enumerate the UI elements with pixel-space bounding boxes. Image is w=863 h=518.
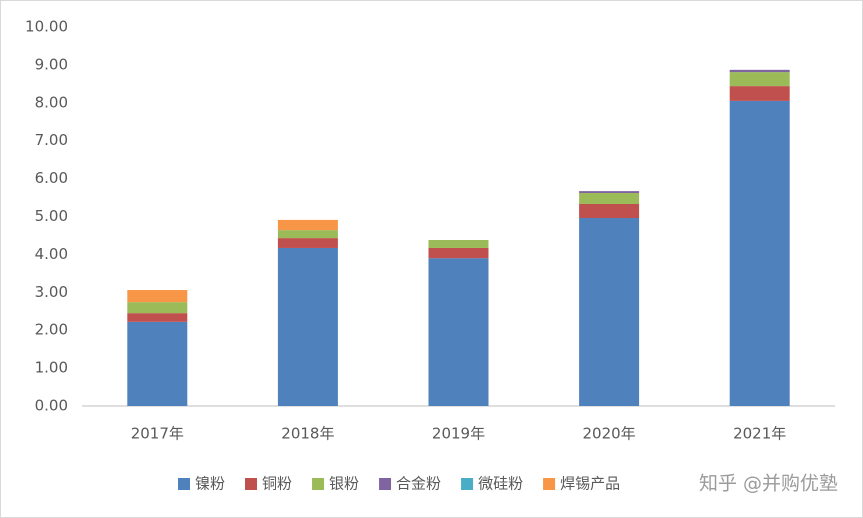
legend-label: 焊锡产品 bbox=[560, 475, 620, 493]
x-tick-label: 2021年 bbox=[733, 425, 786, 443]
x-tick-label: 2017年 bbox=[131, 425, 184, 443]
legend-label: 镍粉 bbox=[195, 475, 225, 493]
bar-segment bbox=[729, 86, 790, 101]
y-tick-label: 8.00 bbox=[35, 93, 68, 111]
bar-segment bbox=[428, 247, 489, 259]
y-tick-label: 6.00 bbox=[35, 169, 68, 187]
bar-segment bbox=[428, 239, 489, 248]
legend-swatch bbox=[312, 478, 325, 490]
bar-segment bbox=[729, 69, 790, 73]
legend-swatch bbox=[543, 478, 556, 490]
y-tick-label: 5.00 bbox=[35, 207, 68, 225]
y-tick-label: 0.00 bbox=[35, 397, 68, 415]
bar-segment bbox=[579, 203, 640, 219]
y-tick-label: 3.00 bbox=[35, 283, 68, 301]
legend-swatch bbox=[379, 478, 392, 490]
legend-swatch bbox=[461, 478, 474, 490]
y-tick-label: 1.00 bbox=[35, 359, 68, 377]
bar-segment bbox=[729, 72, 790, 87]
y-tick-label: 10.00 bbox=[25, 18, 68, 36]
legend-swatch bbox=[245, 478, 258, 490]
x-tick-label: 2020年 bbox=[583, 425, 636, 443]
legend-label: 银粉 bbox=[329, 475, 359, 493]
y-tick-label: 2.00 bbox=[35, 321, 68, 339]
bar-segment bbox=[277, 219, 338, 231]
bar-segment bbox=[277, 238, 338, 248]
bar-segment bbox=[277, 247, 338, 406]
bar-segment bbox=[127, 290, 188, 303]
bar-segment bbox=[277, 230, 338, 239]
bar-segment bbox=[428, 258, 489, 406]
x-tick-label: 2018年 bbox=[281, 425, 334, 443]
x-tick-label: 2019年 bbox=[432, 425, 485, 443]
bar-segment bbox=[127, 313, 188, 322]
y-tick-label: 7.00 bbox=[35, 131, 68, 149]
y-tick-label: 4.00 bbox=[35, 245, 68, 263]
y-tick-label: 9.00 bbox=[35, 55, 68, 73]
watermark: 知乎 @并购优塾 bbox=[699, 473, 838, 495]
legend-label: 铜粉 bbox=[262, 475, 292, 493]
legend-swatch bbox=[178, 478, 190, 490]
bar-segment bbox=[579, 193, 640, 204]
legend-label: 微硅粉 bbox=[478, 475, 523, 493]
bar-segment bbox=[579, 218, 640, 406]
legend-label: 合金粉 bbox=[396, 475, 441, 493]
bar-segment bbox=[579, 191, 640, 194]
bar-segment bbox=[127, 302, 188, 314]
bar-segment bbox=[729, 100, 790, 406]
bar-segment bbox=[127, 321, 188, 406]
